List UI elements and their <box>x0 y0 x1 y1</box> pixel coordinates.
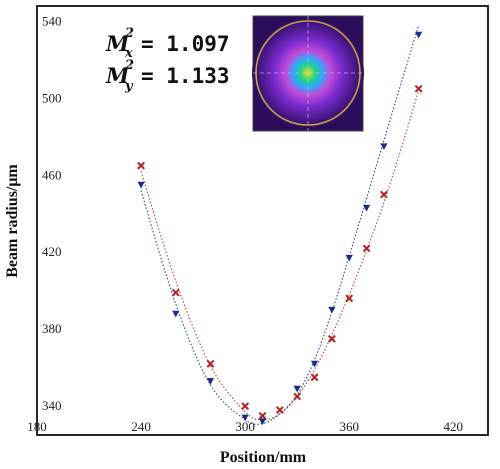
x-tick-label: 240 <box>131 419 151 434</box>
beam-profile-inset <box>252 15 364 132</box>
marker-y <box>241 414 249 422</box>
marker-x <box>362 244 371 253</box>
marker-x <box>327 334 336 343</box>
y-tick-label: 460 <box>42 167 62 182</box>
y-axis-title: Beam radius/μm <box>4 164 21 278</box>
x-tick-label: 420 <box>444 419 464 434</box>
x-tick-label: 180 <box>27 419 47 434</box>
marker-y <box>310 360 319 368</box>
marker-y <box>206 378 215 385</box>
marker-y <box>137 181 145 189</box>
svg-text:M: M <box>105 31 130 56</box>
marker-x <box>380 190 388 199</box>
x-tick-label: 300 <box>235 419 255 434</box>
marker-x <box>137 161 145 170</box>
svg-text:y: y <box>124 79 134 94</box>
y-tick-label: 380 <box>42 321 62 336</box>
y-tick-label: 500 <box>42 90 62 105</box>
svg-text:= 1.133: = 1.133 <box>141 64 230 88</box>
marker-x <box>414 84 423 93</box>
svg-text:2: 2 <box>124 26 134 41</box>
svg-text:x: x <box>124 46 133 61</box>
svg-text:= 1.097: = 1.097 <box>141 32 230 56</box>
m2y-annotation: M 2 y = 1.133 <box>105 58 230 94</box>
x-tick-labels: 180 240 300 360 420 <box>27 419 463 434</box>
marker-y <box>258 418 267 426</box>
y-tick-label: 540 <box>42 13 62 28</box>
y-tick-label: 420 <box>42 244 62 259</box>
marker-x <box>275 406 284 414</box>
x-axis-title: Position/mm <box>220 449 307 466</box>
marker-y <box>380 143 388 151</box>
fit-curve-y <box>140 25 420 425</box>
marker-y <box>345 254 353 262</box>
data-markers <box>137 31 423 426</box>
svg-text:M: M <box>105 63 130 88</box>
fit-curves <box>140 25 420 425</box>
fit-curve-x <box>140 90 420 421</box>
marker-x <box>345 294 354 303</box>
svg-text:2: 2 <box>124 58 134 73</box>
marker-y <box>172 310 180 318</box>
y-tick-label: 340 <box>42 398 62 413</box>
x-tick-label: 360 <box>339 419 359 434</box>
y-tick-labels: 340 380 420 460 500 540 <box>42 13 62 413</box>
marker-x <box>241 402 250 411</box>
marker-x <box>293 392 302 401</box>
marker-x <box>258 411 267 420</box>
marker-x <box>310 373 319 382</box>
marker-y <box>328 306 336 314</box>
marker-x <box>206 359 215 368</box>
marker-y <box>415 31 423 39</box>
marker-x <box>171 288 180 297</box>
marker-y <box>362 204 371 212</box>
m2x-annotation: M 2 x = 1.097 <box>105 26 230 61</box>
marker-y <box>293 385 301 393</box>
